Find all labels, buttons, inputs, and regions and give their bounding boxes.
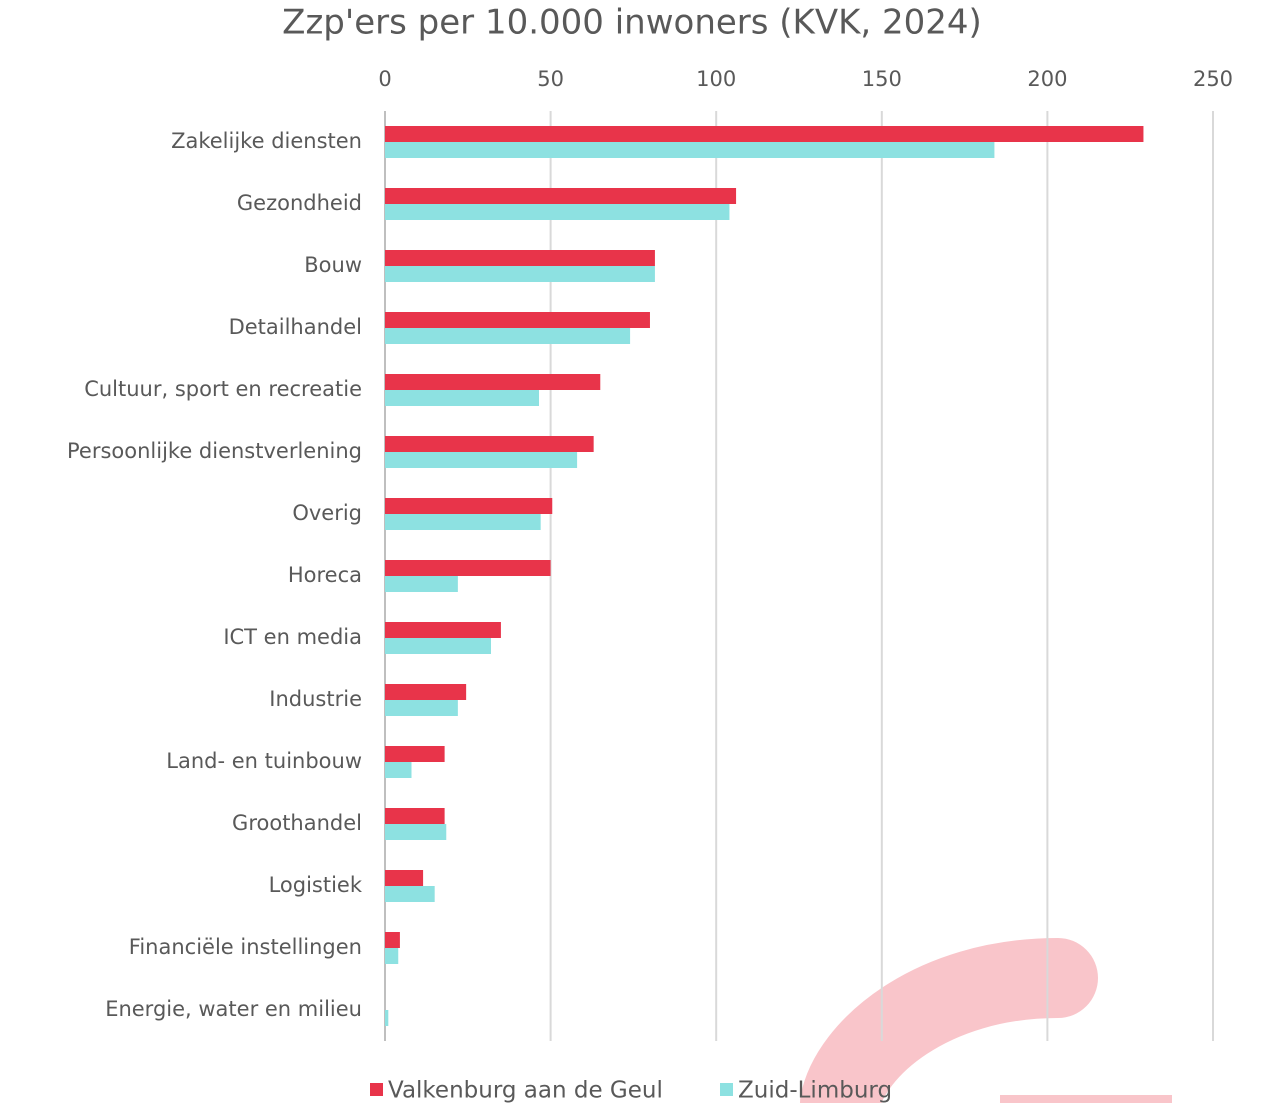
category-label: Land- en tuinbouw — [166, 749, 362, 773]
x-tick-label: 50 — [537, 67, 564, 91]
bar — [385, 560, 551, 576]
chart-title: Zzp'ers per 10.000 inwoners (KVK, 2024) — [282, 3, 982, 43]
category-label: Industrie — [269, 687, 362, 711]
bar — [385, 514, 541, 530]
x-tick-label: 250 — [1193, 67, 1233, 91]
bar — [385, 390, 539, 406]
category-label: ICT en media — [223, 625, 362, 649]
bar — [385, 250, 655, 266]
x-tick-label: 0 — [378, 67, 391, 91]
bar — [385, 436, 594, 452]
bar — [385, 266, 655, 282]
bar — [385, 684, 466, 700]
bar — [385, 576, 458, 592]
bar — [385, 870, 423, 886]
x-tick-label: 200 — [1027, 67, 1067, 91]
category-label: Zakelijke diensten — [171, 129, 362, 153]
x-tick-label: 100 — [696, 67, 736, 91]
legend-label: Zuid-Limburg — [738, 1078, 892, 1103]
bar — [385, 188, 736, 204]
bar — [385, 746, 445, 762]
bar — [385, 638, 491, 654]
logo-bar — [1000, 1095, 1172, 1103]
bar — [385, 808, 445, 824]
bar — [385, 126, 1143, 142]
bar — [385, 1010, 388, 1026]
bar — [385, 498, 552, 514]
bar — [385, 700, 458, 716]
category-label: Overig — [292, 501, 362, 525]
chart: Zzp'ers per 10.000 inwoners (KVK, 2024) … — [0, 0, 1266, 1103]
category-label: Horeca — [288, 563, 362, 587]
legend-swatch — [720, 1083, 733, 1096]
category-label: Cultuur, sport en recreatie — [84, 377, 362, 401]
category-label: Detailhandel — [229, 315, 362, 339]
bar — [385, 142, 994, 158]
category-label: Persoonlijke dienstverlening — [67, 439, 362, 463]
bar — [385, 824, 446, 840]
bar — [385, 452, 577, 468]
category-label: Bouw — [304, 253, 362, 277]
bar — [385, 886, 435, 902]
bar — [385, 328, 630, 344]
legend-swatch — [370, 1083, 383, 1096]
bar — [385, 204, 729, 220]
bar — [385, 932, 400, 948]
x-tick-label: 150 — [862, 67, 902, 91]
bar — [385, 312, 650, 328]
page: Zzp'ers per 10.000 inwoners (KVK, 2024) … — [0, 0, 1266, 1103]
bar — [385, 762, 411, 778]
category-label: Financiële instellingen — [129, 935, 362, 959]
category-label: Gezondheid — [237, 191, 362, 215]
category-label: Logistiek — [269, 873, 363, 897]
bar — [385, 948, 398, 964]
bar — [385, 622, 501, 638]
bar — [385, 374, 600, 390]
category-label: Groothandel — [232, 811, 362, 835]
category-label: Energie, water en milieu — [105, 997, 362, 1021]
legend-label: Valkenburg aan de Geul — [388, 1078, 663, 1103]
